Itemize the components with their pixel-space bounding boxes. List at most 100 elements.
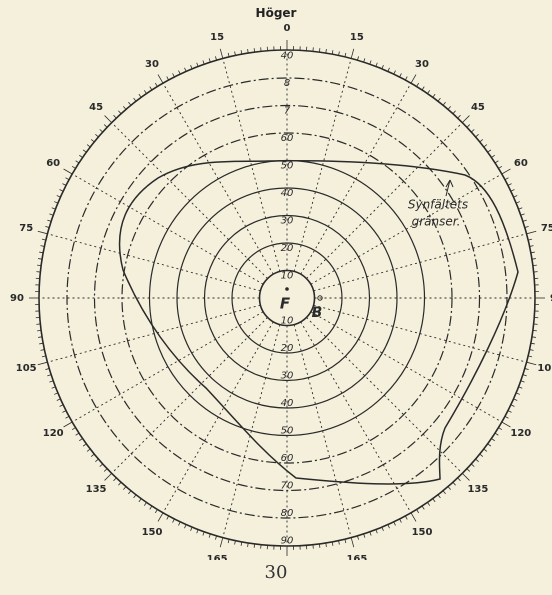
scale-tick [172,518,175,523]
scale-tick [515,392,520,395]
scale-tick [40,349,45,351]
scale-tick [369,531,372,536]
scale-tick [437,97,441,102]
scale-tick [63,421,73,428]
scale-tick [318,48,321,53]
scale-tick [518,207,523,210]
scale-tick [37,264,42,267]
scale-tick [38,336,43,338]
angle-label-240: 120 [43,428,64,439]
scale-tick [462,473,470,481]
scale-tick [45,368,50,370]
scale-tick [71,427,76,431]
ring-label-top: 10 [281,271,294,282]
scale-tick [325,542,327,547]
scale-tick [487,443,492,447]
scale-tick [498,165,503,169]
scale-tick [234,51,236,56]
scale-tick [90,139,95,143]
angle-label-285: 75 [19,223,33,234]
scale-tick [338,51,340,56]
radial-line [310,173,502,285]
scale-tick [357,535,359,540]
ring-label-top: 7 [284,106,291,117]
scale-tick [240,541,243,546]
scale-tick [483,144,488,148]
scale-tick [133,494,137,499]
scale-tick [475,458,479,462]
scale-tick [529,245,534,247]
scale-tick [86,144,91,148]
scale-tick [37,361,48,366]
scale-tick [452,110,456,114]
scale-tick [526,230,537,235]
radial-line [306,122,463,279]
scale-tick [479,139,484,143]
annotation-line-1: Synfältets [408,198,468,212]
scale-tick [344,539,347,544]
scale-tick [104,115,112,123]
scale-tick [421,505,425,510]
scale-tick [381,526,384,531]
scale-tick [442,490,446,495]
scale-tick [416,509,420,514]
scale-tick [318,543,321,548]
scale-tick [82,443,87,447]
scale-tick [215,56,217,61]
scale-tick [47,374,52,377]
angle-label-120: 120 [510,428,531,439]
scale-tick [157,74,164,84]
scale-tick [71,165,76,169]
scale-tick [143,502,147,506]
scale-tick [247,49,249,54]
radial-line [162,321,274,513]
angle-label-255: 105 [16,363,37,374]
scale-tick [247,542,249,547]
scale-tick [528,238,533,241]
angle-label-225: 135 [86,484,107,495]
scale-tick [154,82,158,87]
scale-tick [118,482,122,486]
scale-tick [190,526,193,531]
scale-tick [62,410,67,413]
page-number: 30 [264,562,288,583]
scale-tick [37,230,48,235]
scale-tick [510,189,515,192]
scale-tick [202,60,205,65]
scale-tick [208,58,211,63]
ring-20 [231,242,343,354]
scale-tick [381,65,384,70]
angle-label-270: 90 [10,293,24,304]
ring-label-top: 8 [284,78,290,89]
scale-tick [466,468,471,472]
scale-tick [410,74,417,84]
ring-label-top: 40 [281,188,294,199]
scale-tick [99,129,103,133]
scale-tick [227,52,230,57]
scale-tick [79,438,83,442]
scale-tick [357,56,359,61]
ring-40 [176,187,398,409]
scale-tick [59,189,64,192]
fixation-dot [285,287,289,291]
scale-tick [447,106,451,110]
scale-tick [399,73,402,78]
scale-tick [178,70,181,75]
scale-tick [196,62,199,67]
scale-tick [520,213,525,216]
scale-tick [82,149,87,153]
scale-tick [331,50,334,55]
scale-tick [208,533,211,538]
scale-tick [504,415,509,419]
scale-tick [234,540,236,545]
scale-tick [56,195,61,198]
radial-line [222,58,281,272]
scale-tick [190,65,193,70]
scale-tick [487,149,492,153]
scale-tick [529,349,534,351]
angle-label-165: 165 [346,554,367,560]
ring-label-top: 30 [281,216,294,227]
scale-tick [54,201,59,204]
perimeter-chart: 0153045607590105120135150165180165150135… [10,23,552,560]
scale-tick [113,114,117,119]
